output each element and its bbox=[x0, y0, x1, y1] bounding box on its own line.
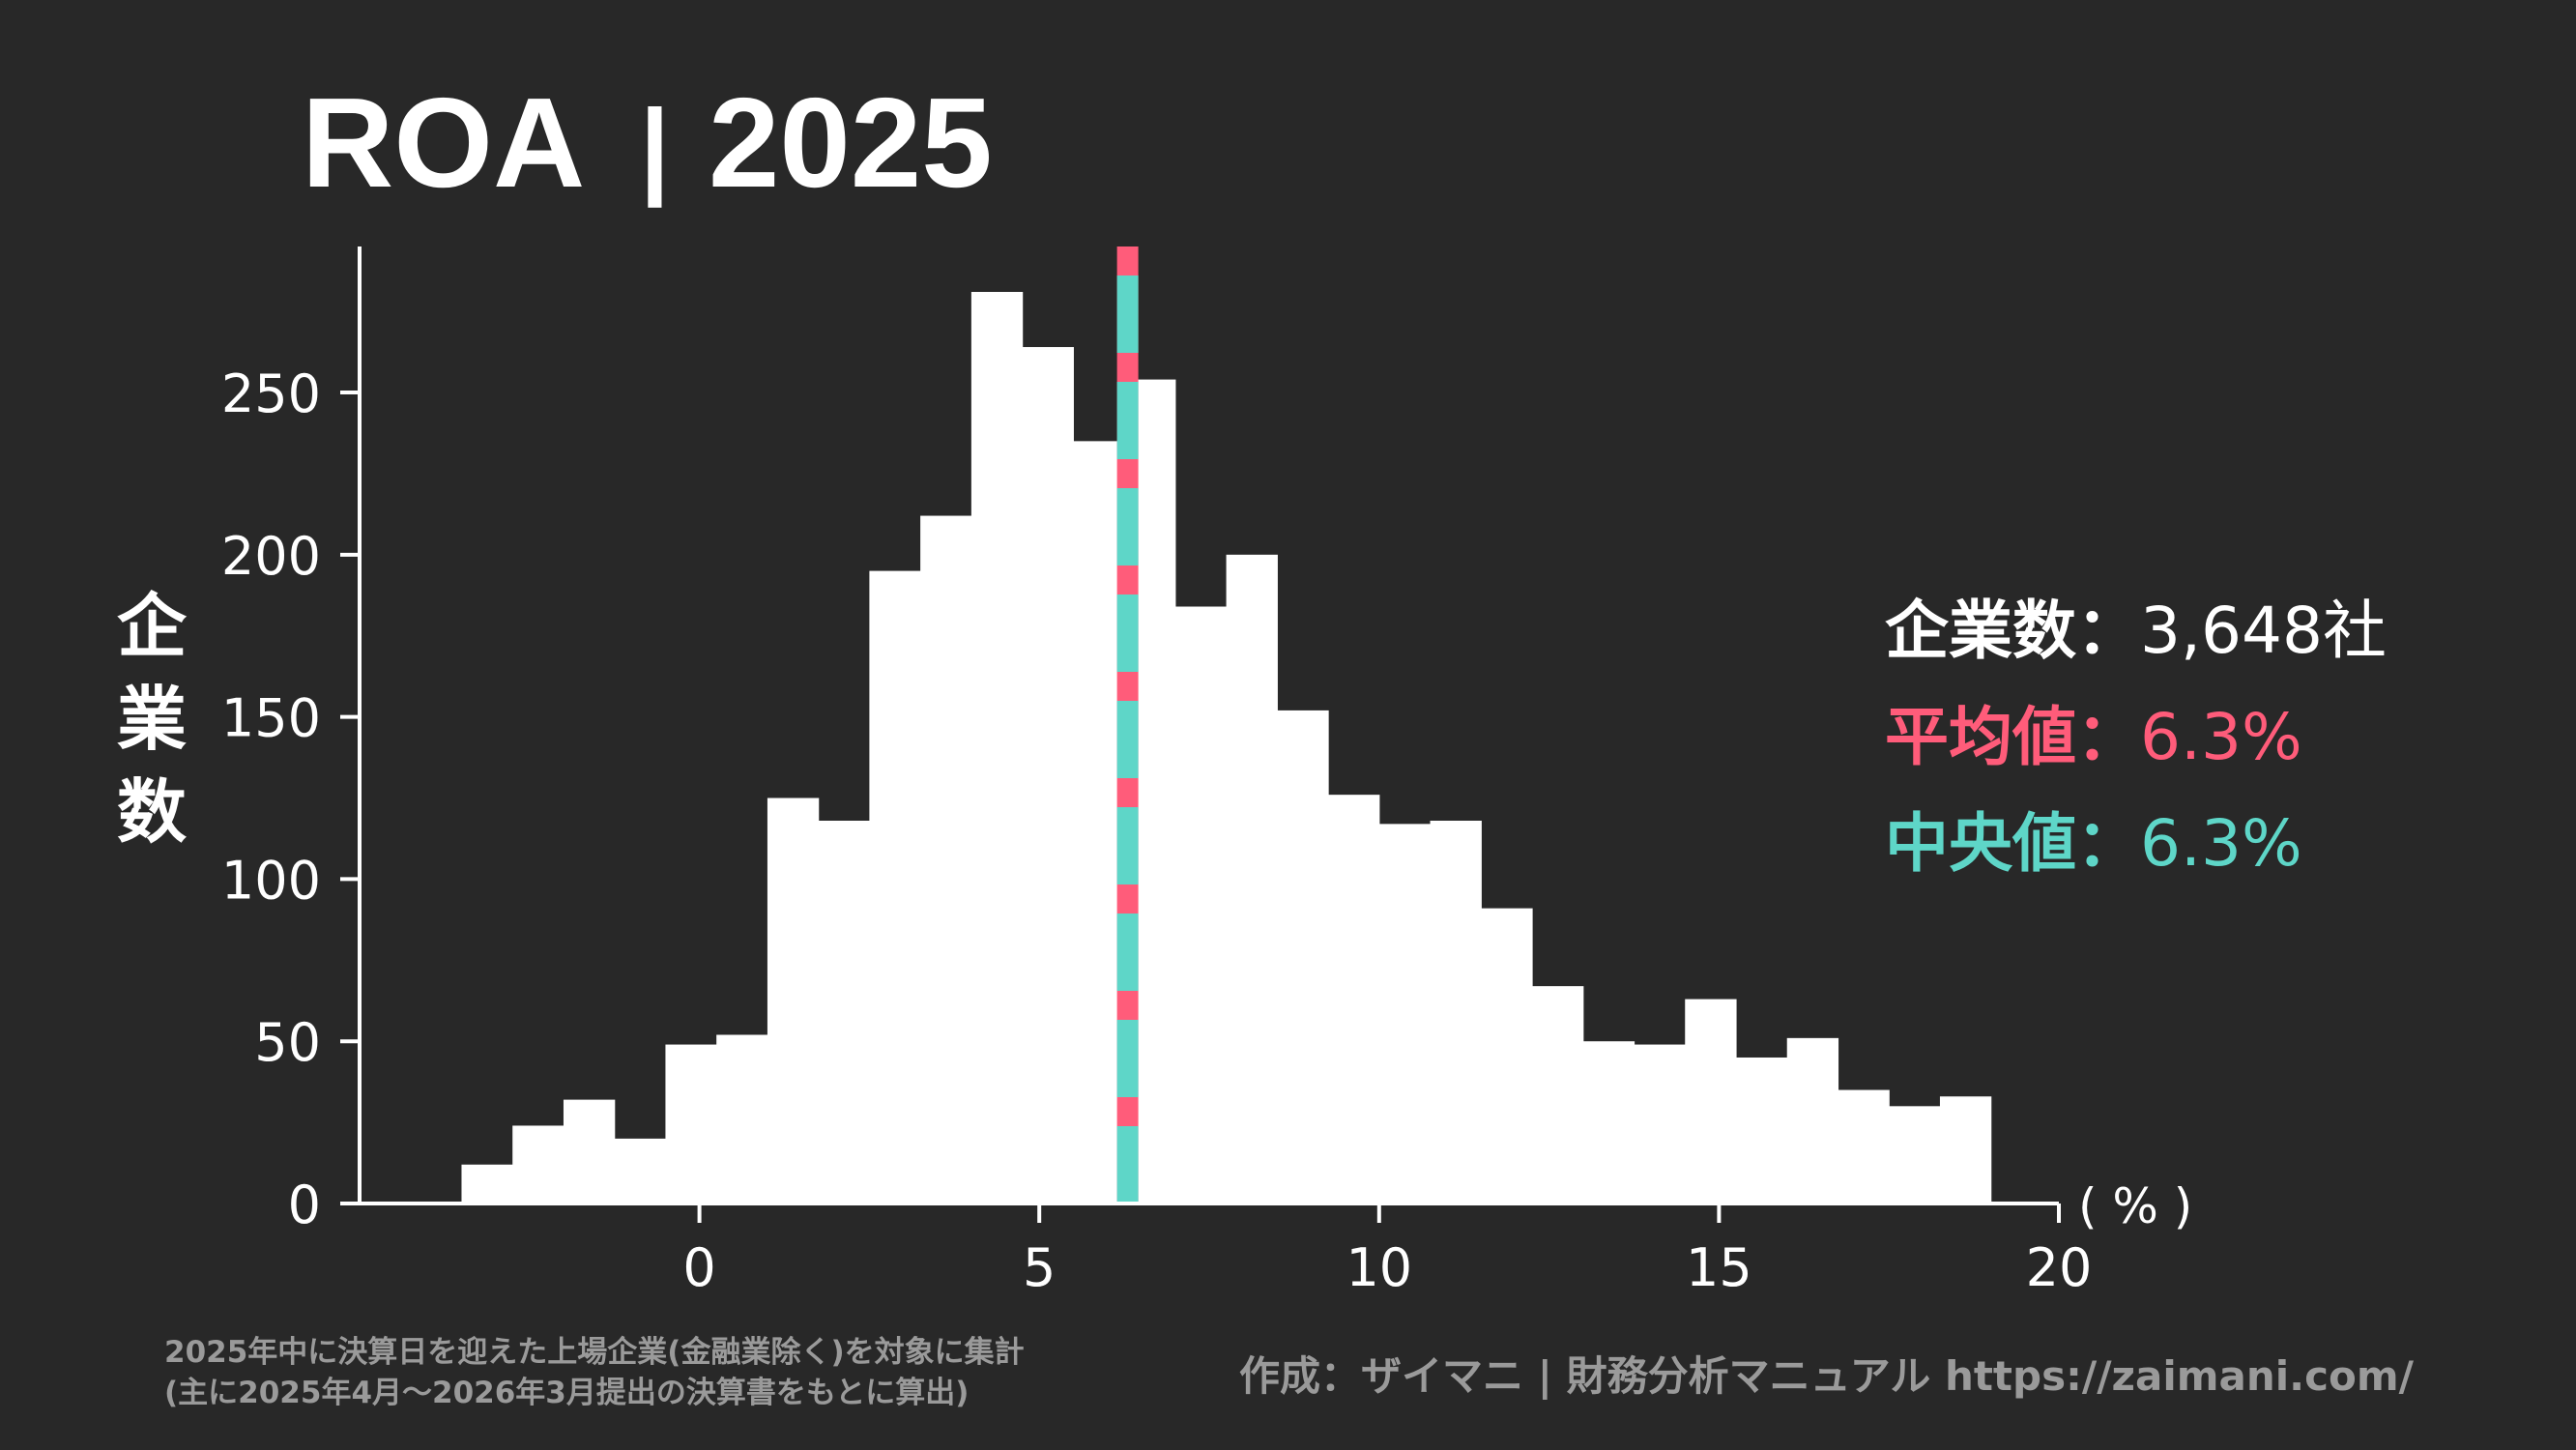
y-tick-label: 150 bbox=[221, 688, 321, 749]
y-tick-label: 100 bbox=[221, 850, 321, 911]
y-tick-label: 250 bbox=[221, 363, 321, 424]
histogram-bar bbox=[1430, 821, 1482, 1204]
stat-count-label: 企業数： bbox=[1885, 594, 2140, 668]
x-tick-label: 10 bbox=[1346, 1237, 1412, 1298]
histogram-bar bbox=[1735, 1057, 1788, 1204]
histogram-bar bbox=[1939, 1096, 1992, 1204]
footnote-line-2: (主に2025年4月〜2026年3月提出の決算書をもとに算出) bbox=[164, 1376, 970, 1410]
histogram-bar bbox=[1022, 347, 1074, 1204]
histogram-bar bbox=[970, 291, 1024, 1204]
histogram-bar bbox=[665, 1044, 717, 1204]
y-axis-label: 企業数 bbox=[108, 580, 195, 858]
histogram-bars bbox=[461, 291, 1992, 1204]
histogram-bar bbox=[1634, 1044, 1686, 1204]
histogram-bar bbox=[818, 821, 870, 1204]
histogram-bar bbox=[1328, 795, 1380, 1204]
y-tick-label: 50 bbox=[254, 1012, 321, 1073]
footnote-line-1: 2025年中に決算日を迎えた上場企業(金融業除く)を対象に集計 bbox=[164, 1335, 1025, 1370]
histogram-bar bbox=[1073, 441, 1125, 1204]
histogram-bar bbox=[1532, 986, 1584, 1204]
stat-median-value: 6.3% bbox=[2140, 806, 2302, 881]
histogram-bar bbox=[1838, 1089, 1890, 1204]
stat-median: 中央値：6.3% bbox=[1885, 791, 2387, 897]
y-axis-label-char: 企 bbox=[116, 586, 187, 667]
histogram-bar bbox=[614, 1138, 667, 1204]
x-tick-label: 0 bbox=[682, 1237, 715, 1298]
histogram-bar bbox=[1174, 606, 1228, 1204]
histogram-bar bbox=[767, 798, 820, 1204]
histogram-bar bbox=[1481, 908, 1533, 1204]
histogram-bar bbox=[920, 515, 972, 1204]
y-tick-label: 200 bbox=[221, 526, 321, 587]
x-tick-label: 15 bbox=[1686, 1237, 1752, 1298]
y-ticks: 0 50 100 150 200 250 bbox=[221, 363, 360, 1235]
x-tick-label: 20 bbox=[2026, 1237, 2093, 1298]
histogram-bar bbox=[869, 570, 921, 1204]
x-tick-label: 5 bbox=[1023, 1237, 1056, 1298]
histogram-bar bbox=[1889, 1106, 1941, 1204]
stat-count: 企業数：3,648社 bbox=[1885, 578, 2387, 684]
histogram-bar bbox=[1378, 824, 1432, 1204]
histogram-bar bbox=[1786, 1037, 1839, 1204]
chart-title: ROA bbox=[302, 72, 585, 214]
stat-mean: 平均値：6.3% bbox=[1885, 684, 2387, 791]
histogram-bar bbox=[1582, 1041, 1635, 1204]
histogram-bar bbox=[1685, 999, 1737, 1204]
stat-mean-value: 6.3% bbox=[2140, 700, 2302, 774]
axes bbox=[340, 246, 2059, 1205]
x-unit-label: ( % ) bbox=[2078, 1178, 2192, 1234]
histogram-bar bbox=[461, 1164, 513, 1204]
stat-count-value: 3,648社 bbox=[2140, 594, 2387, 668]
chart-title-year: 2025 bbox=[709, 72, 993, 214]
stat-mean-label: 平均値： bbox=[1885, 700, 2140, 774]
y-tick-label: 0 bbox=[288, 1174, 321, 1235]
credit-text: 作成：ザイマニ | 財務分析マニュアル https://zaimani.com/ bbox=[1239, 1352, 2414, 1400]
y-axis-label-char: 数 bbox=[116, 771, 187, 853]
histogram-bar bbox=[512, 1125, 564, 1204]
histogram-bar bbox=[1226, 554, 1278, 1204]
histogram-bar bbox=[716, 1034, 768, 1204]
title-separator: | bbox=[640, 88, 670, 208]
y-axis-label-char: 業 bbox=[116, 679, 187, 760]
stat-median-label: 中央値： bbox=[1885, 806, 2140, 881]
x-ticks: 0 5 10 15 20 bbox=[682, 1204, 2092, 1298]
footnote: 2025年中に決算日を迎えた上場企業(金融業除く)を対象に集計 (主に2025年… bbox=[164, 1332, 1025, 1413]
histogram-bar bbox=[563, 1099, 616, 1204]
histogram-bar bbox=[1277, 710, 1329, 1204]
stats-panel: 企業数：3,648社 平均値：6.3% 中央値：6.3% bbox=[1885, 578, 2387, 897]
